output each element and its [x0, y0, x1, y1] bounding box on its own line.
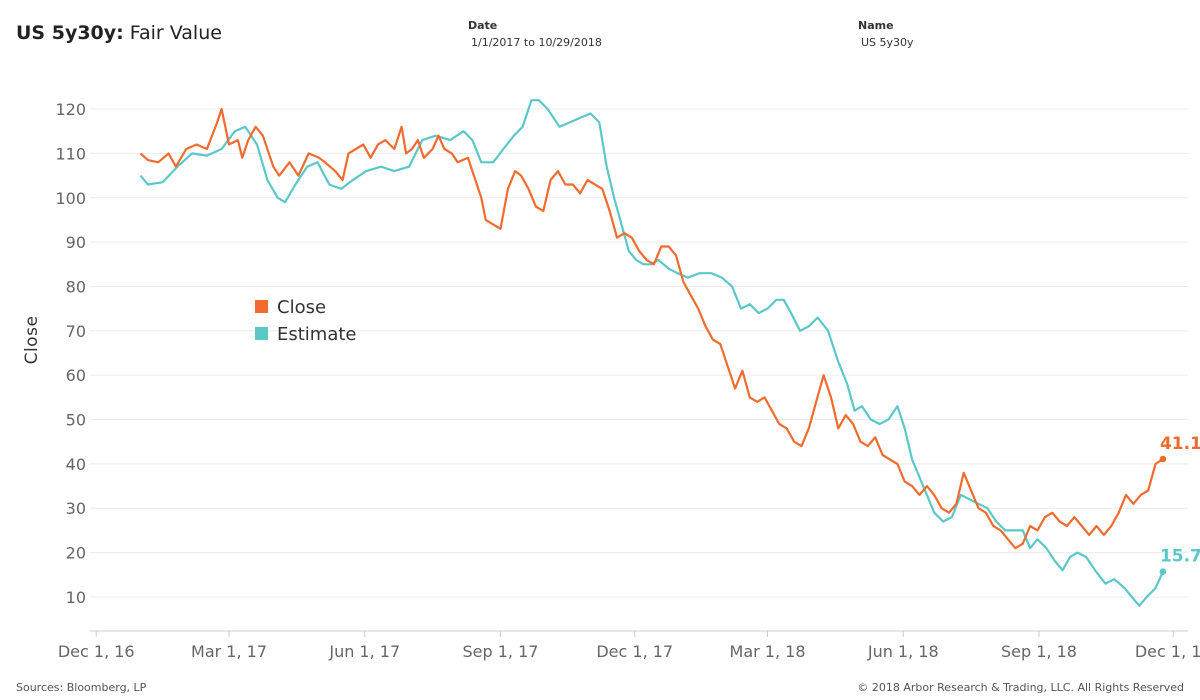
- x-tick-label: Dec 1, 18: [1135, 642, 1200, 661]
- date-filter[interactable]: Date 1/1/2017 to 10/29/2018: [468, 19, 602, 49]
- y-tick-label: 60: [66, 366, 86, 385]
- date-filter-label: Date: [468, 19, 498, 32]
- y-tick-label: 50: [66, 411, 86, 430]
- legend-label-close: Close: [277, 297, 326, 318]
- x-tick-label: Dec 1, 17: [596, 642, 673, 661]
- sources-note: Sources: Bloomberg, LP: [16, 681, 147, 694]
- x-tick-label: Jun 1, 17: [328, 642, 400, 661]
- date-filter-value[interactable]: 1/1/2017 to 10/29/2018: [471, 36, 602, 49]
- x-tick-label: Jun 1, 18: [867, 642, 939, 661]
- x-tick-label: Sep 1, 17: [463, 642, 539, 661]
- copyright-note: © 2018 Arbor Research & Trading, LLC. Al…: [857, 681, 1184, 694]
- chart-title-rest: Fair Value: [123, 22, 222, 44]
- series-line-estimate: [139, 99, 1164, 607]
- y-tick-label: 80: [66, 277, 86, 296]
- series-line-close: [139, 107, 1164, 550]
- legend-label-estimate: Estimate: [277, 324, 357, 345]
- x-tick-label: Mar 1, 18: [730, 642, 806, 661]
- end-point-close: [1159, 455, 1167, 463]
- name-filter-label: Name: [858, 19, 894, 32]
- y-tick-label: 40: [66, 455, 86, 474]
- y-tick-label: 90: [66, 233, 86, 252]
- end-label-close: 41.1: [1160, 434, 1200, 454]
- name-filter[interactable]: Name US 5y30y: [858, 19, 914, 49]
- legend-swatch-close: [255, 300, 268, 313]
- chart-title-bold: US 5y30y:: [16, 22, 124, 44]
- y-tick-label: 100: [55, 189, 86, 208]
- x-tick-label: Sep 1, 18: [1001, 642, 1077, 661]
- chart-title: US 5y30y: Fair Value: [16, 22, 222, 44]
- legend-swatch-estimate: [255, 327, 268, 340]
- y-tick-label: 10: [66, 588, 86, 607]
- y-tick-label: 120: [55, 100, 86, 119]
- y-tick-label: 30: [66, 499, 86, 518]
- end-label-estimate: 15.7: [1160, 547, 1200, 567]
- x-tick-label: Mar 1, 17: [191, 642, 267, 661]
- name-filter-value[interactable]: US 5y30y: [861, 36, 914, 49]
- y-tick-label: 20: [66, 544, 86, 563]
- y-tick-label: 110: [55, 144, 86, 163]
- x-tick-label: Dec 1, 16: [58, 642, 135, 661]
- end-point-estimate: [1159, 568, 1167, 575]
- y-tick-label: 70: [66, 322, 86, 341]
